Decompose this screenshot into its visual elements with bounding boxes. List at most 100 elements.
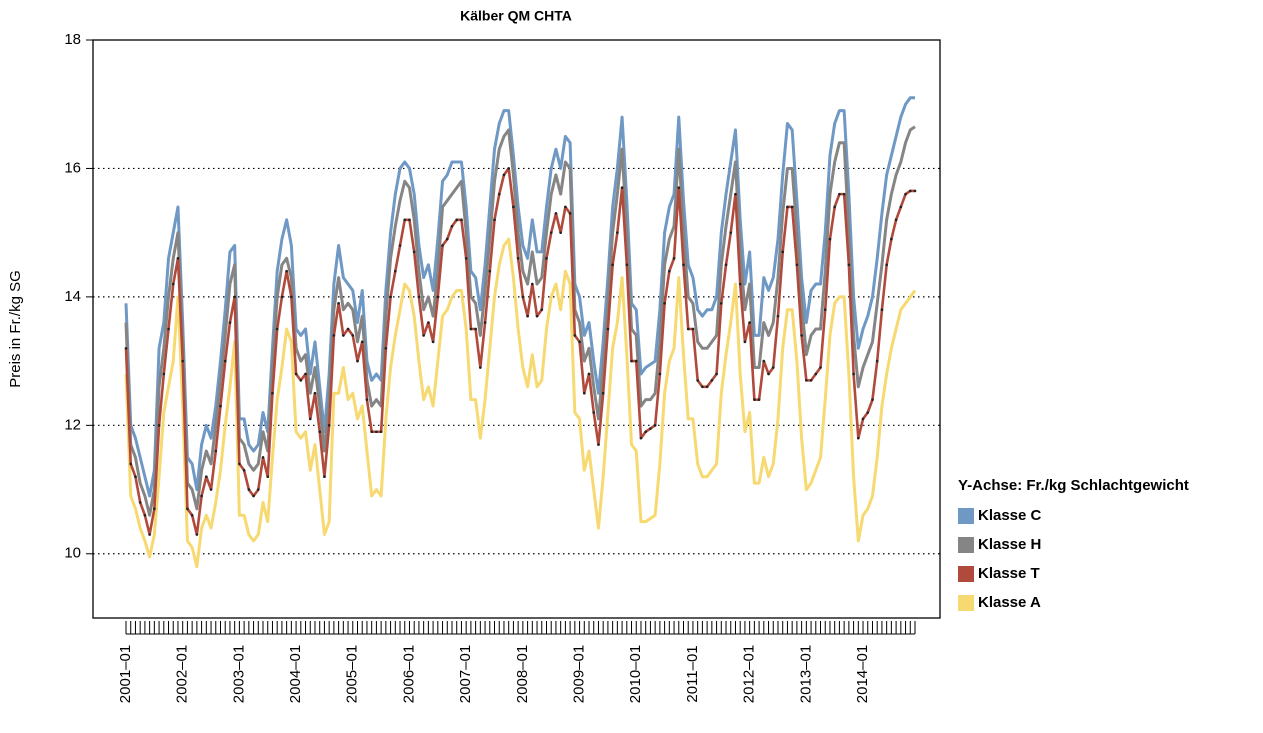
data-point xyxy=(493,218,496,222)
data-point xyxy=(729,231,733,234)
x-tick-label: 2010–01 xyxy=(627,645,644,703)
data-point xyxy=(176,257,180,260)
data-point xyxy=(861,417,865,421)
data-point xyxy=(781,250,785,254)
data-point xyxy=(790,205,794,209)
data-point xyxy=(233,295,236,299)
x-tick-label: 2007–01 xyxy=(457,645,474,703)
data-point xyxy=(762,359,766,363)
data-point xyxy=(134,475,137,479)
data-point xyxy=(228,321,232,324)
data-point xyxy=(412,250,416,254)
data-point xyxy=(502,173,506,177)
data-point xyxy=(365,398,369,401)
x-tick-label: 2006–01 xyxy=(400,645,417,703)
data-point xyxy=(460,218,463,222)
data-point xyxy=(162,372,166,376)
legend-title: Y-Achse: Fr./kg Schlachtgewicht xyxy=(958,477,1189,494)
chart-title: Kälber QM CHTA xyxy=(460,8,572,24)
data-point xyxy=(809,379,813,382)
data-point xyxy=(138,501,142,504)
data-point xyxy=(360,340,364,344)
data-point xyxy=(474,327,477,331)
data-point xyxy=(795,263,799,267)
data-point xyxy=(734,192,737,196)
data-point xyxy=(776,314,780,318)
data-point xyxy=(814,372,818,376)
y-tick-label: 16 xyxy=(64,159,81,176)
data-point xyxy=(578,340,581,344)
y-tick-label: 12 xyxy=(64,416,81,433)
data-point xyxy=(833,205,836,209)
data-point xyxy=(299,379,303,382)
data-point xyxy=(644,430,648,434)
data-point xyxy=(620,186,624,190)
data-point xyxy=(871,398,874,401)
data-point xyxy=(819,366,822,369)
data-point xyxy=(592,411,596,414)
y-tick-label: 10 xyxy=(64,545,81,562)
legend-label: Klasse H xyxy=(978,536,1041,553)
legend-swatch xyxy=(958,537,974,553)
legend-swatch xyxy=(958,566,974,582)
data-point xyxy=(653,424,657,427)
data-point xyxy=(417,295,421,299)
data-point xyxy=(748,321,751,324)
data-point xyxy=(823,308,827,312)
data-point xyxy=(153,507,156,511)
data-point xyxy=(337,302,340,305)
data-point xyxy=(148,533,151,536)
data-point xyxy=(625,263,629,267)
data-point xyxy=(531,282,534,286)
data-point xyxy=(261,456,265,459)
data-point xyxy=(573,334,577,337)
data-point xyxy=(753,398,756,401)
series-line xyxy=(124,125,916,517)
data-point xyxy=(436,295,440,299)
data-point xyxy=(885,263,888,267)
data-point xyxy=(908,189,912,193)
data-point xyxy=(701,385,704,389)
data-point xyxy=(682,263,685,267)
data-point xyxy=(800,334,803,337)
data-point xyxy=(497,192,501,196)
data-point xyxy=(705,385,709,389)
data-point xyxy=(696,379,699,382)
data-point xyxy=(323,475,326,479)
x-tick-label: 2009–01 xyxy=(571,645,588,703)
data-point xyxy=(247,488,251,491)
data-point xyxy=(181,359,184,363)
data-point xyxy=(691,327,695,331)
series-line xyxy=(124,96,915,498)
data-point xyxy=(894,218,898,222)
x-tick-label: 2011–01 xyxy=(684,645,701,702)
x-tick-label: 2013–01 xyxy=(797,645,814,703)
legend-label: Klasse T xyxy=(978,565,1040,582)
data-point xyxy=(285,269,288,273)
data-point xyxy=(724,263,728,267)
data-point xyxy=(351,334,355,337)
y-axis-label: Preis in Fr./kg SG xyxy=(7,270,24,388)
data-point xyxy=(342,334,345,337)
data-point xyxy=(157,424,161,427)
data-point xyxy=(521,295,525,299)
data-point xyxy=(890,237,893,241)
data-point xyxy=(875,359,879,363)
data-point xyxy=(554,212,558,215)
data-point xyxy=(223,359,227,363)
data-point xyxy=(455,218,459,222)
data-point xyxy=(913,189,917,193)
data-point xyxy=(167,327,170,331)
data-point xyxy=(479,366,482,369)
data-point xyxy=(686,327,690,331)
data-point xyxy=(271,391,274,395)
data-point xyxy=(649,427,652,430)
data-point xyxy=(587,372,591,376)
data-point xyxy=(616,231,619,234)
x-tick-label: 2003–01 xyxy=(230,645,247,703)
data-point xyxy=(190,513,194,517)
data-point xyxy=(743,340,747,344)
x-tick-label: 2014–01 xyxy=(854,645,871,703)
